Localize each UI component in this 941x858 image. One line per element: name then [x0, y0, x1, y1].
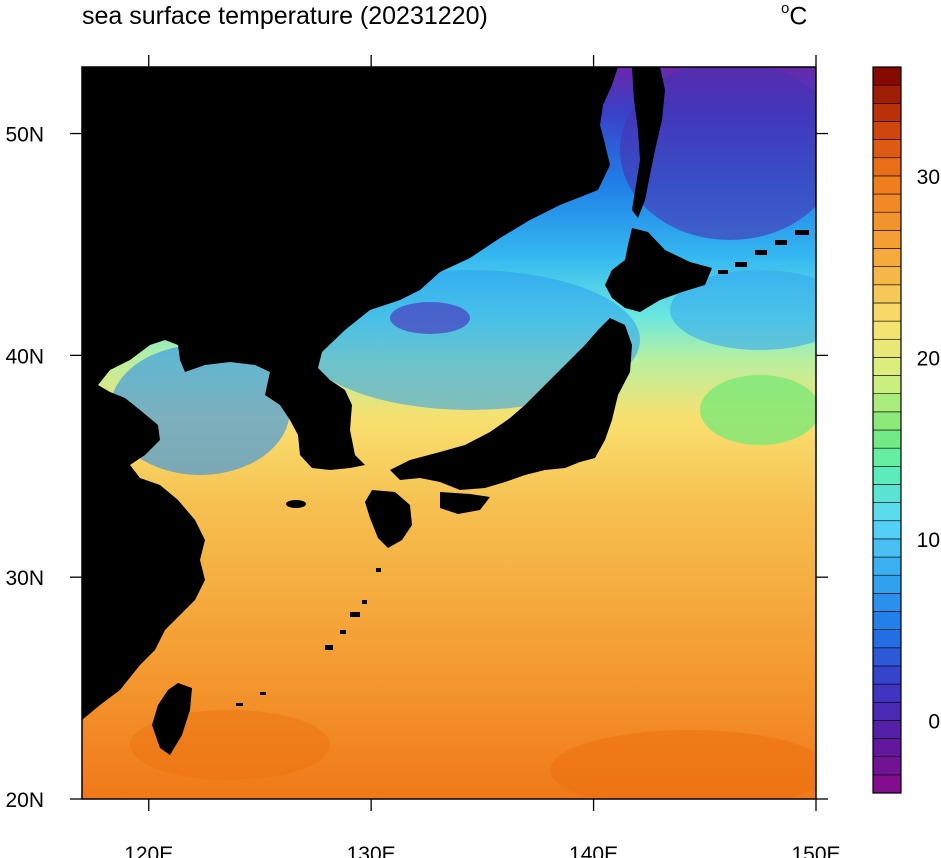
- colorbar-tick-label: 20: [917, 347, 940, 370]
- land-ryukyu-islands: [236, 568, 381, 706]
- lon-tick-label: 120E: [124, 843, 173, 858]
- colorbar-segment: [872, 447, 902, 467]
- colorbar-segment: [872, 302, 902, 322]
- colorbar-segment: [872, 647, 902, 667]
- land-kyushu: [365, 490, 412, 548]
- land-kuril-islands: [718, 230, 809, 274]
- plot-frame: [81, 66, 817, 800]
- cold-spot-sea-of-japan: [390, 302, 470, 334]
- unit-letter: C: [789, 2, 808, 31]
- colorbar-segment: [872, 175, 902, 195]
- colorbar-segment: [872, 429, 902, 449]
- colorbar-segment: [872, 484, 902, 503]
- colorbar-segment: [872, 774, 902, 794]
- degree-symbol: o: [781, 0, 790, 17]
- colorbar-segment: [872, 266, 902, 286]
- colorbar-segment: [872, 230, 902, 249]
- land-shikoku: [440, 492, 490, 514]
- colorbar-segment: [872, 593, 902, 612]
- colorbar-segment: [872, 84, 902, 104]
- lon-tick-label: 130E: [347, 843, 396, 858]
- okhotsk-sea: [620, 67, 816, 240]
- colorbar-tick-label: 30: [917, 166, 940, 189]
- colorbar-tick-label: 10: [917, 529, 940, 552]
- land-hokkaido: [605, 228, 712, 312]
- land-taiwan: [152, 683, 192, 755]
- kuroshio-extension-north: [670, 270, 816, 350]
- colorbar-segment: [872, 121, 902, 140]
- lon-tick-label: 140E: [569, 843, 618, 858]
- colorbar-tick-label: 0: [928, 710, 940, 733]
- unit-label: oC: [781, 0, 808, 31]
- lat-tick-label: 40N: [5, 345, 44, 368]
- colorbar-segment: [872, 357, 902, 376]
- colorbar-segment: [872, 66, 902, 86]
- cool-eddy-east: [700, 375, 816, 445]
- colorbar-segment: [872, 738, 902, 757]
- colorbar-segment: [872, 574, 902, 594]
- colorbar-segment: [872, 538, 902, 558]
- colorbar-segment: [872, 720, 902, 739]
- map-axes: 120E 130E 140E 150E 20N 30N 40N 50N: [5, 55, 841, 858]
- colorbar-segment: [872, 284, 902, 304]
- land-sakhalin: [632, 67, 665, 218]
- colorbar-segment: [872, 756, 902, 776]
- lon-tick-label: 150E: [791, 843, 840, 858]
- colorbar-segment: [872, 338, 902, 358]
- colorbar-segment: [872, 556, 902, 576]
- colorbar-segment: [872, 320, 902, 340]
- colorbar-frame: [872, 66, 902, 794]
- colorbar-segment: [872, 375, 902, 394]
- colorbar-segment: [872, 103, 902, 122]
- colorbar-segment: [872, 701, 902, 721]
- colorbar: 0 10 20 30: [872, 66, 940, 794]
- colorbar-segment: [872, 139, 902, 159]
- colorbar-segment: [872, 393, 902, 413]
- colorbar-segment: [872, 211, 902, 231]
- land-honshu: [390, 318, 632, 490]
- colorbar-segment: [872, 411, 902, 431]
- colorbar-segment: [872, 665, 902, 685]
- colorbar-segment: [872, 520, 902, 540]
- lat-tick-label: 20N: [5, 789, 44, 812]
- colorbar-segment: [872, 193, 902, 213]
- colorbar-segment: [872, 611, 902, 630]
- warm-pool-east: [550, 730, 816, 799]
- lat-tick-label: 50N: [5, 124, 44, 147]
- colorbar-segment: [872, 465, 902, 485]
- colorbar-segment: [872, 248, 902, 267]
- sst-field: [82, 67, 816, 799]
- land-jeju: [286, 500, 306, 508]
- land-asian-mainland: [82, 67, 618, 720]
- colorbar-segment: [872, 502, 902, 522]
- colorbar-segment: [872, 683, 902, 703]
- colorbar-segment: [872, 629, 902, 649]
- lat-tick-label: 30N: [5, 567, 44, 590]
- map-title: sea surface temperature (20231220): [82, 2, 488, 30]
- colorbar-segment: [872, 157, 902, 177]
